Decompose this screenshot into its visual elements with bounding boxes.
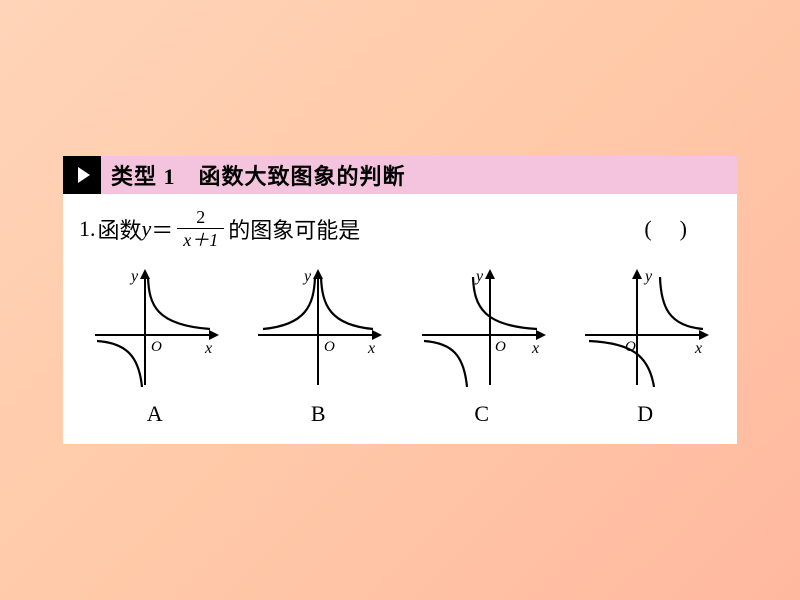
equals-sign: ＝ xyxy=(151,213,173,245)
svg-text:y: y xyxy=(129,268,139,285)
svg-text:y: y xyxy=(474,268,484,285)
question-prefix: 函数 xyxy=(98,213,142,245)
svg-text:y: y xyxy=(302,268,312,285)
svg-text:x: x xyxy=(367,340,375,357)
section-header: 类型 1 函数大致图象的判断 xyxy=(63,156,737,194)
question-number: 1. xyxy=(79,216,96,242)
graph-c-svg: y x O xyxy=(412,265,552,395)
label-b: B xyxy=(311,401,326,427)
svg-text:x: x xyxy=(694,340,702,357)
svg-text:O: O xyxy=(495,339,506,355)
svg-text:O: O xyxy=(151,339,162,355)
play-icon-box xyxy=(63,156,101,194)
variable-y: y xyxy=(142,216,152,242)
svg-text:y: y xyxy=(643,268,653,285)
label-d: D xyxy=(637,401,653,427)
label-c: C xyxy=(474,401,489,427)
fraction-numerator: 2 xyxy=(190,208,211,228)
graph-option-c: y x O C xyxy=(412,265,552,427)
label-a: A xyxy=(147,401,163,427)
section-title: 类型 1 函数大致图象的判断 xyxy=(101,156,737,194)
fraction-denominator: x＋1 xyxy=(177,228,224,249)
question-row: 1. 函数 y ＝ 2 x＋1 的图象可能是 () xyxy=(63,194,737,249)
answer-blank: () xyxy=(644,216,721,242)
svg-text:x: x xyxy=(204,340,212,357)
graph-option-a: y x O A xyxy=(85,265,225,427)
fraction: 2 x＋1 xyxy=(177,208,224,249)
graph-option-b: y x O B xyxy=(248,265,388,427)
question-text: 1. 函数 y ＝ 2 x＋1 的图象可能是 xyxy=(79,208,360,249)
svg-text:O: O xyxy=(324,339,335,355)
graph-a-svg: y x O xyxy=(85,265,225,395)
graph-b-svg: y x O xyxy=(248,265,388,395)
content-card: 类型 1 函数大致图象的判断 1. 函数 y ＝ 2 x＋1 的图象可能是 () xyxy=(63,156,737,444)
svg-text:x: x xyxy=(531,340,539,357)
play-icon xyxy=(78,167,90,183)
graphs-row: y x O A y x O B xyxy=(63,249,737,427)
graph-option-d: y x O D xyxy=(575,265,715,427)
question-suffix: 的图象可能是 xyxy=(228,213,360,245)
graph-d-svg: y x O xyxy=(575,265,715,395)
